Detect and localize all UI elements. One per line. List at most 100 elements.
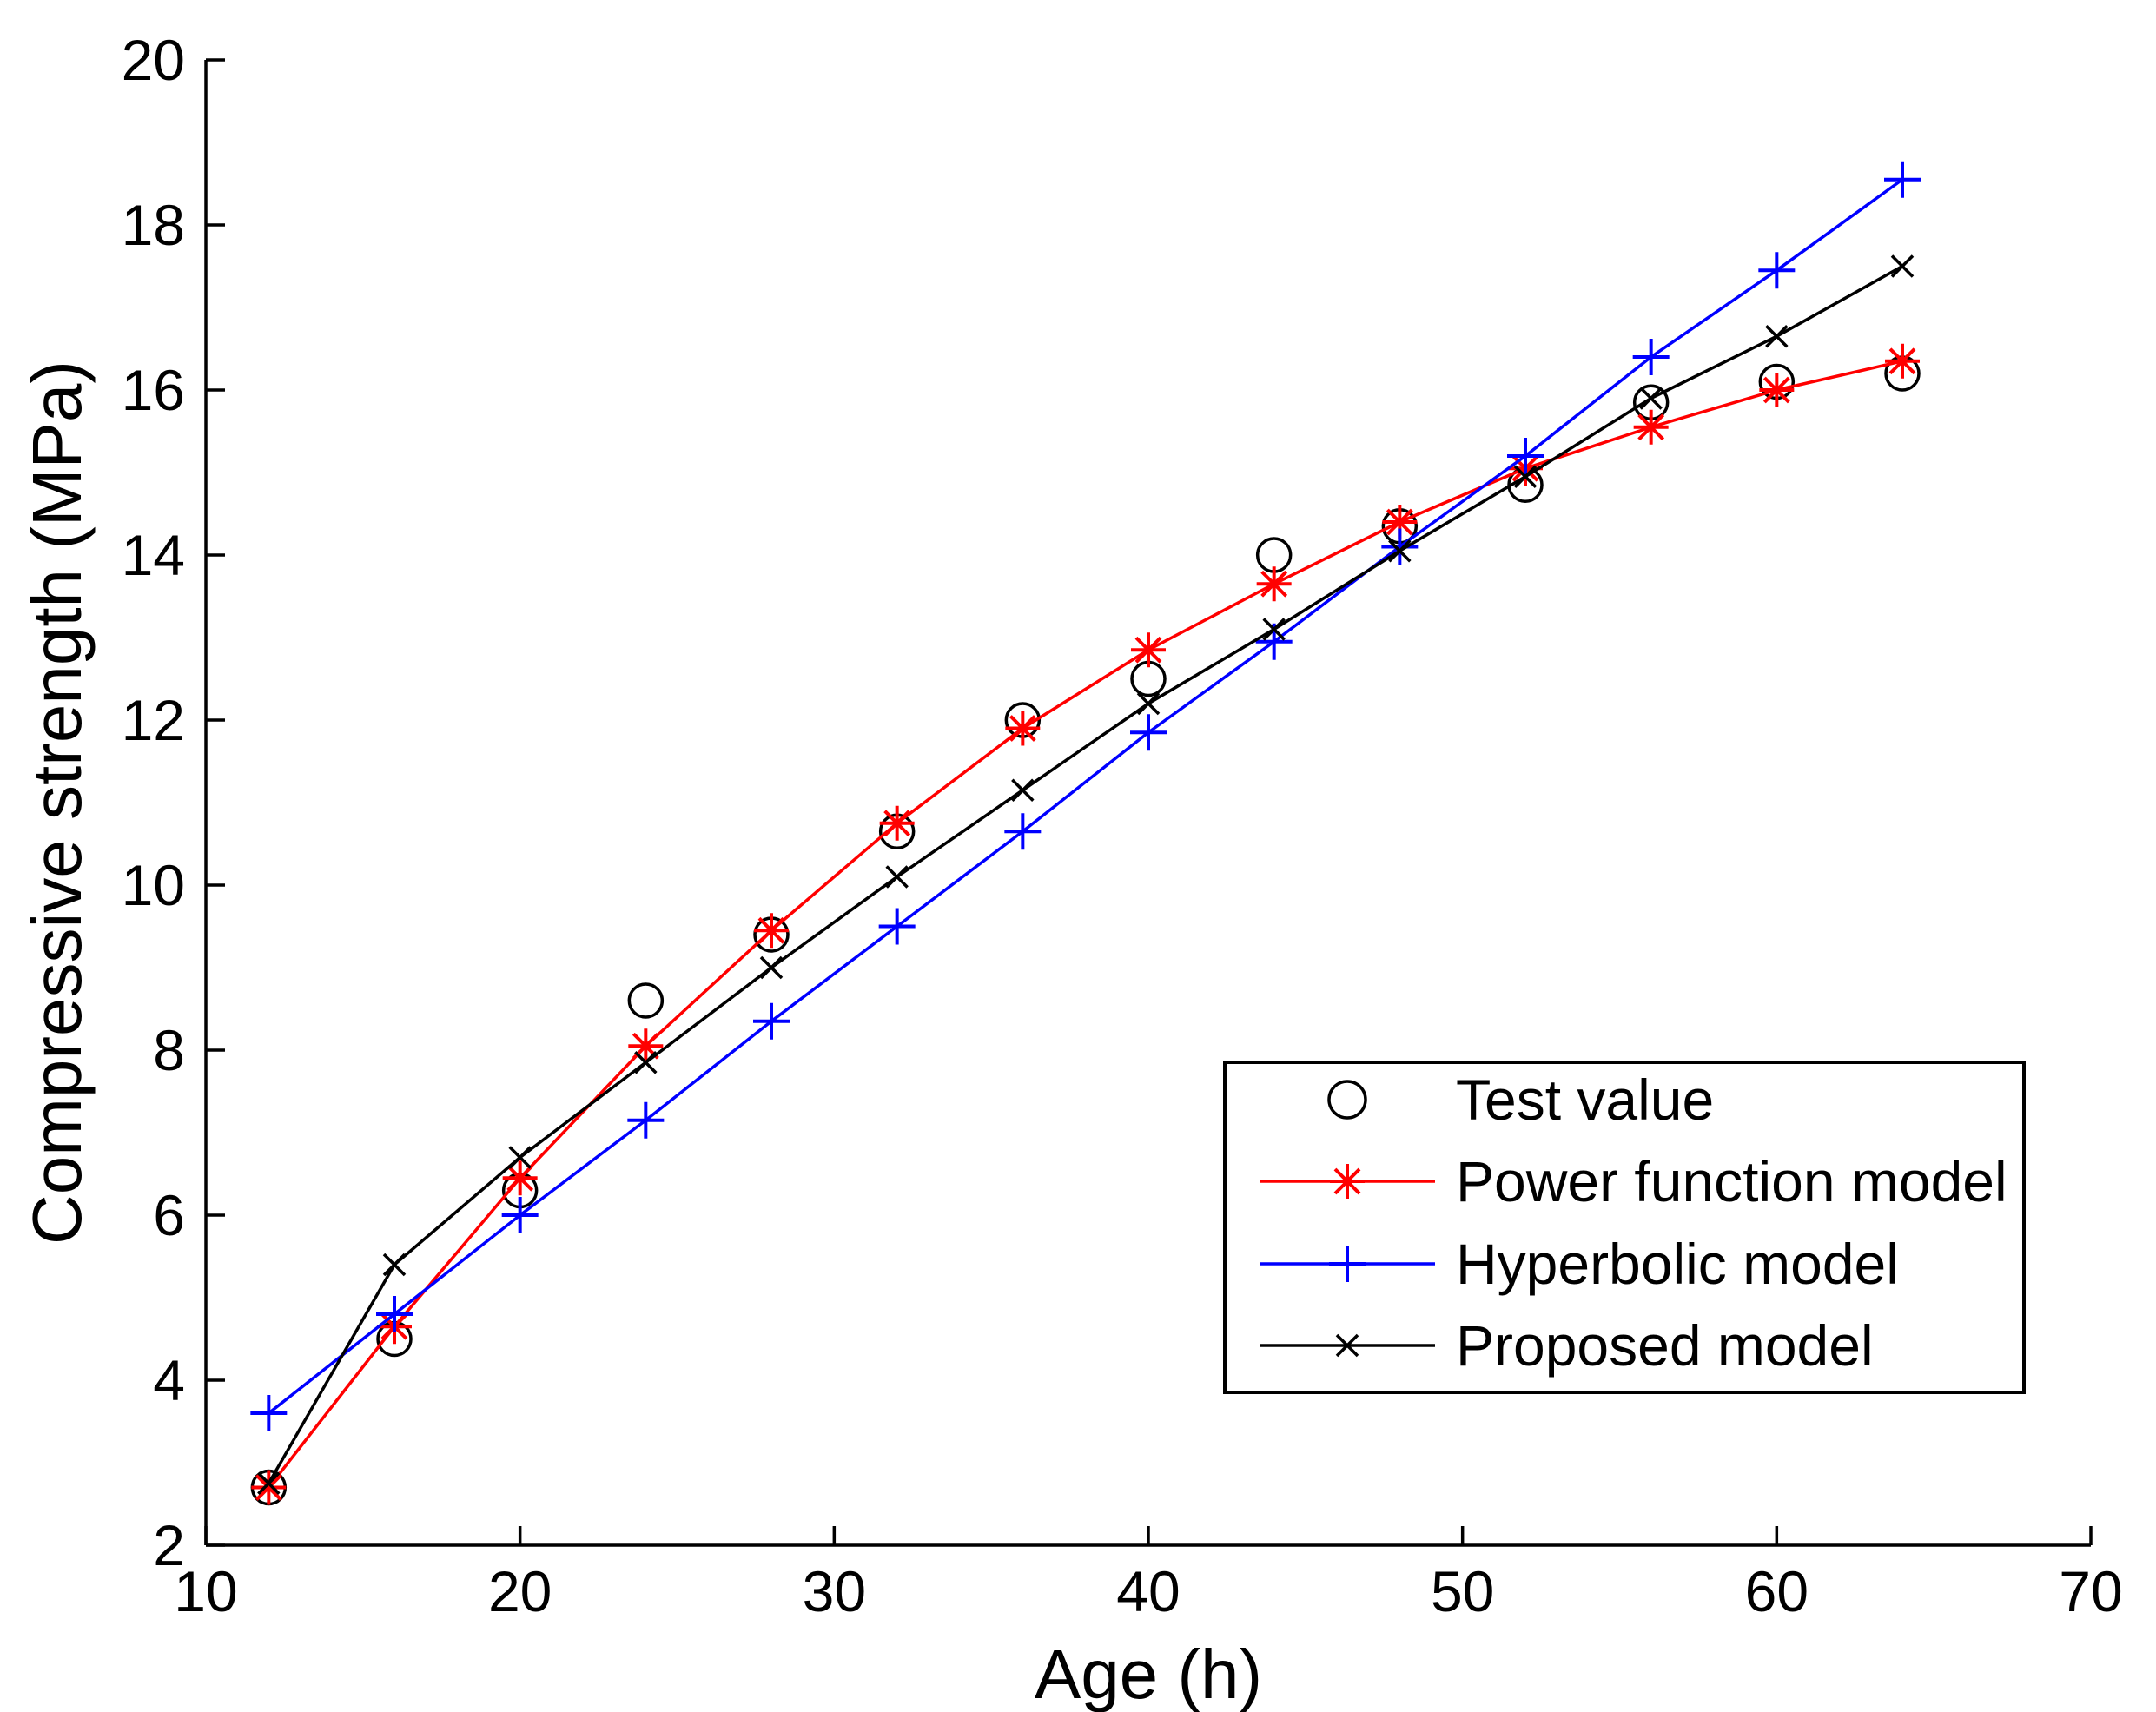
- line: [506, 1164, 534, 1192]
- line: [1333, 1167, 1361, 1195]
- asterisk-marker: [879, 805, 915, 841]
- asterisk-marker: [1005, 711, 1041, 746]
- x-marker: [1639, 387, 1663, 410]
- x-tick-label: 30: [803, 1559, 866, 1623]
- legend-label: Proposed model: [1456, 1313, 1874, 1378]
- line: [1136, 691, 1161, 716]
- line: [1762, 376, 1790, 404]
- x-marker: [1011, 778, 1035, 802]
- legend-label: Power function model: [1456, 1149, 2007, 1213]
- asterisk-marker-icon: [1227, 1141, 1456, 1221]
- x-marker: [1388, 539, 1412, 563]
- line: [382, 1253, 407, 1277]
- line: [885, 865, 909, 889]
- line: [757, 916, 785, 944]
- x-marker: [1262, 618, 1286, 641]
- asterisk-marker: [1256, 566, 1292, 602]
- plus-marker: [753, 1002, 790, 1040]
- x-marker: [634, 1051, 658, 1074]
- legend-label: Test value: [1456, 1068, 1715, 1132]
- legend-asterisk-marker: [1330, 1164, 1365, 1199]
- x-tick-label: 20: [488, 1559, 552, 1623]
- series-hyperbolic-model: [250, 161, 1921, 1431]
- plus-marker: [1004, 813, 1042, 850]
- y-tick-label: 2: [153, 1513, 185, 1577]
- legend-item-power-function-model: Power function model: [1227, 1141, 2022, 1221]
- line: [255, 1474, 282, 1501]
- series-line-proposed-model: [267, 264, 1903, 1484]
- x-axis-title: Age (h): [1034, 1636, 1263, 1712]
- legend-item-hyperbolic-model: Hyperbolic model: [1227, 1224, 2022, 1304]
- asterisk-marker: [251, 1470, 287, 1505]
- line: [1388, 539, 1412, 563]
- y-tick-label: 20: [122, 28, 185, 92]
- plus-marker: [501, 1197, 539, 1233]
- x-tick-label: 40: [1116, 1559, 1180, 1623]
- line: [759, 955, 784, 980]
- x-marker: [759, 955, 784, 980]
- x-marker-icon: [1227, 1305, 1456, 1385]
- legend-circle-marker: [1327, 1080, 1367, 1120]
- asterisk-marker: [502, 1160, 538, 1196]
- x-tick-label: 60: [1745, 1559, 1809, 1623]
- legend-marker-svg: [1260, 1246, 1435, 1282]
- y-tick-label: 18: [122, 193, 185, 257]
- plus-marker: [627, 1101, 665, 1139]
- x-tick-label: 50: [1431, 1559, 1494, 1623]
- line: [257, 1471, 281, 1495]
- line: [1134, 636, 1162, 664]
- legend-marker-svg: [1327, 1080, 1367, 1120]
- plus-marker: [376, 1296, 413, 1332]
- x-marker: [257, 1471, 281, 1495]
- asterisk-marker: [1885, 343, 1920, 379]
- plus-marker: [1884, 161, 1921, 198]
- y-tick-label: 14: [122, 523, 185, 587]
- x-marker: [508, 1146, 532, 1169]
- legend-item-test-value: Test value: [1227, 1060, 2022, 1140]
- circle-marker-shape: [627, 982, 665, 1019]
- line: [1513, 465, 1538, 488]
- y-tick-label: 10: [122, 853, 185, 917]
- y-tick-label: 6: [153, 1183, 185, 1247]
- axes: 10 20 30 40 50 60 70 2 4 6 8 10 12 14 16 18 20: [122, 28, 2123, 1623]
- y-tick-label: 12: [122, 688, 185, 752]
- y-tick-label: 16: [122, 358, 185, 422]
- asterisk-marker: [1759, 373, 1795, 407]
- legend-plus-marker: [1329, 1246, 1366, 1282]
- y-tick-label: 4: [153, 1348, 185, 1412]
- asterisk-marker: [754, 913, 789, 949]
- plus-marker: [1758, 252, 1796, 289]
- line: [1262, 618, 1286, 641]
- line: [1011, 778, 1035, 802]
- x-marker: [1765, 325, 1789, 348]
- line: [1009, 715, 1036, 742]
- line: [1637, 413, 1665, 441]
- plus-marker: [878, 908, 916, 945]
- line: [1386, 508, 1413, 536]
- legend-x-marker: [1335, 1333, 1359, 1358]
- line: [1890, 254, 1915, 278]
- line: [1335, 1333, 1359, 1358]
- legend-marker-svg: [1260, 1164, 1435, 1199]
- circle-marker-icon: [1227, 1060, 1456, 1140]
- line: [1888, 347, 1916, 375]
- series-proposed-model: [257, 254, 1915, 1495]
- asterisk-marker: [628, 1028, 664, 1064]
- line: [508, 1146, 532, 1169]
- plus-marker: [1507, 438, 1544, 474]
- line: [1639, 387, 1663, 410]
- x-marker: [382, 1253, 407, 1277]
- legend-item-proposed-model: Proposed model: [1227, 1305, 2022, 1385]
- circle-marker-shape: [1327, 1080, 1367, 1120]
- legend-label: Hyperbolic model: [1456, 1232, 1899, 1296]
- line: [883, 810, 911, 837]
- series-line-hyperbolic-model: [268, 178, 1904, 1415]
- plus-marker: [250, 1395, 288, 1431]
- plus-marker: [1130, 714, 1167, 751]
- x-marker: [1136, 691, 1161, 716]
- series-line-power-function-model: [267, 360, 1903, 1489]
- legend-box: Test value Power function model Hyperbol…: [1223, 1061, 2026, 1394]
- x-marker: [1890, 254, 1915, 278]
